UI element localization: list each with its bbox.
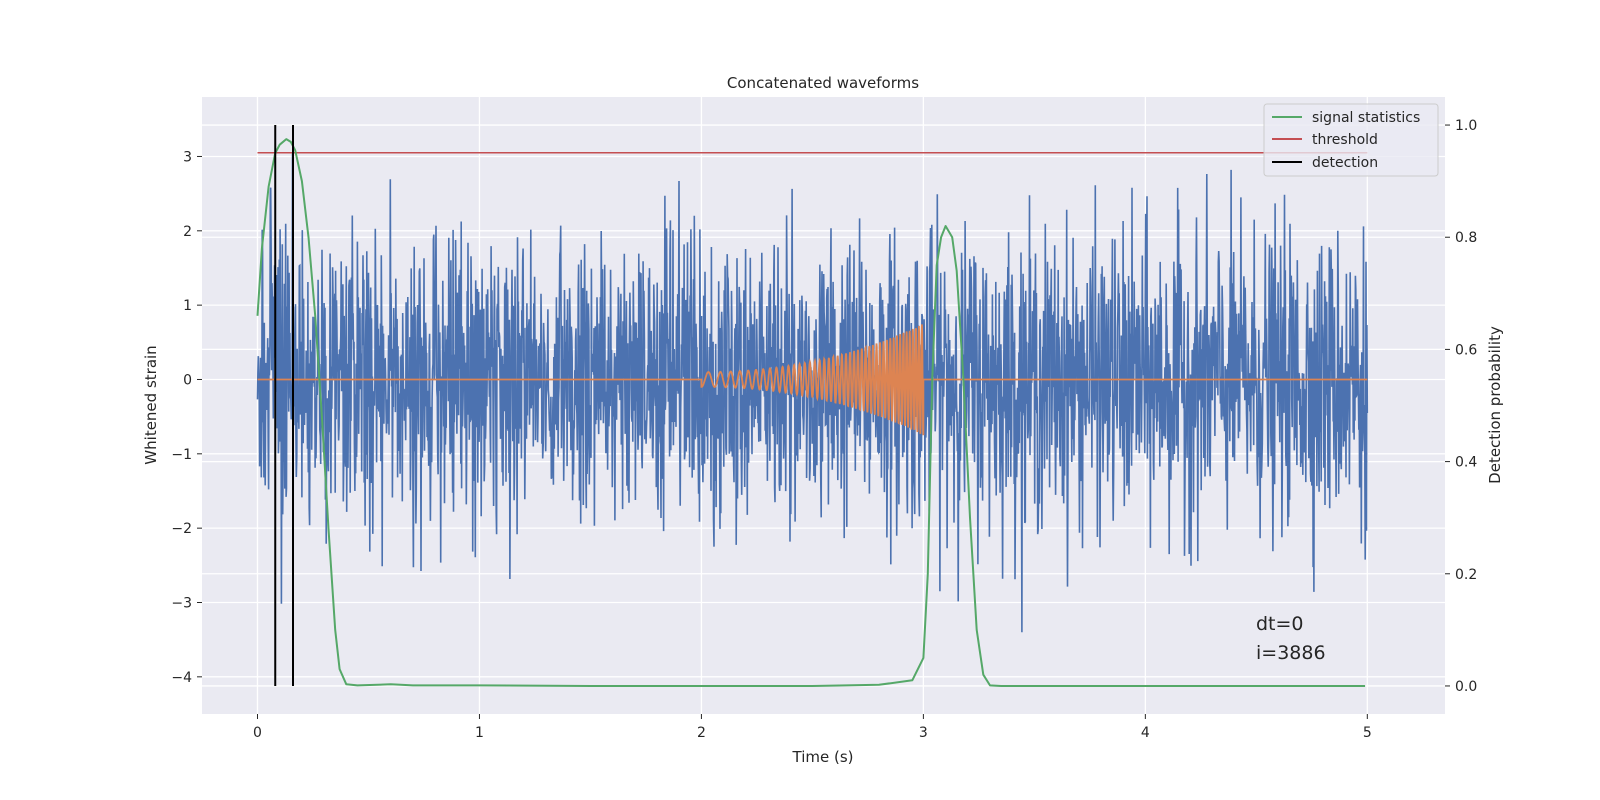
y2-tick-label: 0.0 [1455, 679, 1477, 695]
x-tick-label: 4 [1141, 725, 1150, 741]
x-tick-label: 0 [253, 725, 262, 741]
template-chirp-line [257, 324, 1368, 436]
detection-series [274, 125, 295, 686]
legend-label-detection: detection [1312, 155, 1378, 171]
legend: signal statistics threshold detection [1263, 103, 1439, 177]
y-tick-label: −2 [171, 521, 192, 537]
axes: 0 1 2 3 4 5 −4 −3 −2 −1 0 1 2 3 0.0 0.2 0.4 0.6 0.8 1.0 [171, 118, 1477, 741]
legend-label-signal-statistics: signal statistics [1312, 110, 1420, 126]
strain-noise-line [256, 153, 1369, 633]
y-tick-label: 3 [183, 149, 192, 165]
y-tick-label: 2 [183, 224, 192, 240]
x-tick-label: 3 [919, 725, 928, 741]
y-tick-label: 0 [183, 372, 192, 388]
y2-tick-label: 0.4 [1455, 455, 1477, 471]
annotation-index: i=3886 [1256, 642, 1326, 664]
x-tick-label: 5 [1363, 725, 1372, 741]
y-tick-label: −1 [171, 447, 192, 463]
y2-tick-label: 0.6 [1455, 342, 1477, 358]
strain-noise-series [256, 153, 1369, 633]
y-axis-label: Whitened strain [142, 345, 160, 464]
y2-tick-label: 0.8 [1455, 230, 1477, 246]
x-tick-label: 2 [697, 725, 706, 741]
y2-tick-label: 1.0 [1455, 118, 1477, 134]
y2-axis-label: Detection probability [1486, 326, 1504, 484]
legend-label-threshold: threshold [1312, 132, 1378, 148]
x-axis-label: Time (s) [792, 748, 854, 766]
y-tick-label: −3 [171, 595, 192, 611]
template-chirp-series [257, 324, 1368, 436]
x-tick-label: 1 [475, 725, 484, 741]
y2-tick-label: 0.2 [1455, 567, 1477, 583]
y-tick-label: 1 [183, 298, 192, 314]
chart-title: Concatenated waveforms [727, 74, 919, 92]
annotation-dt: dt=0 [1256, 613, 1304, 635]
legend-box [1263, 103, 1439, 177]
y-tick-label: −4 [171, 670, 192, 686]
